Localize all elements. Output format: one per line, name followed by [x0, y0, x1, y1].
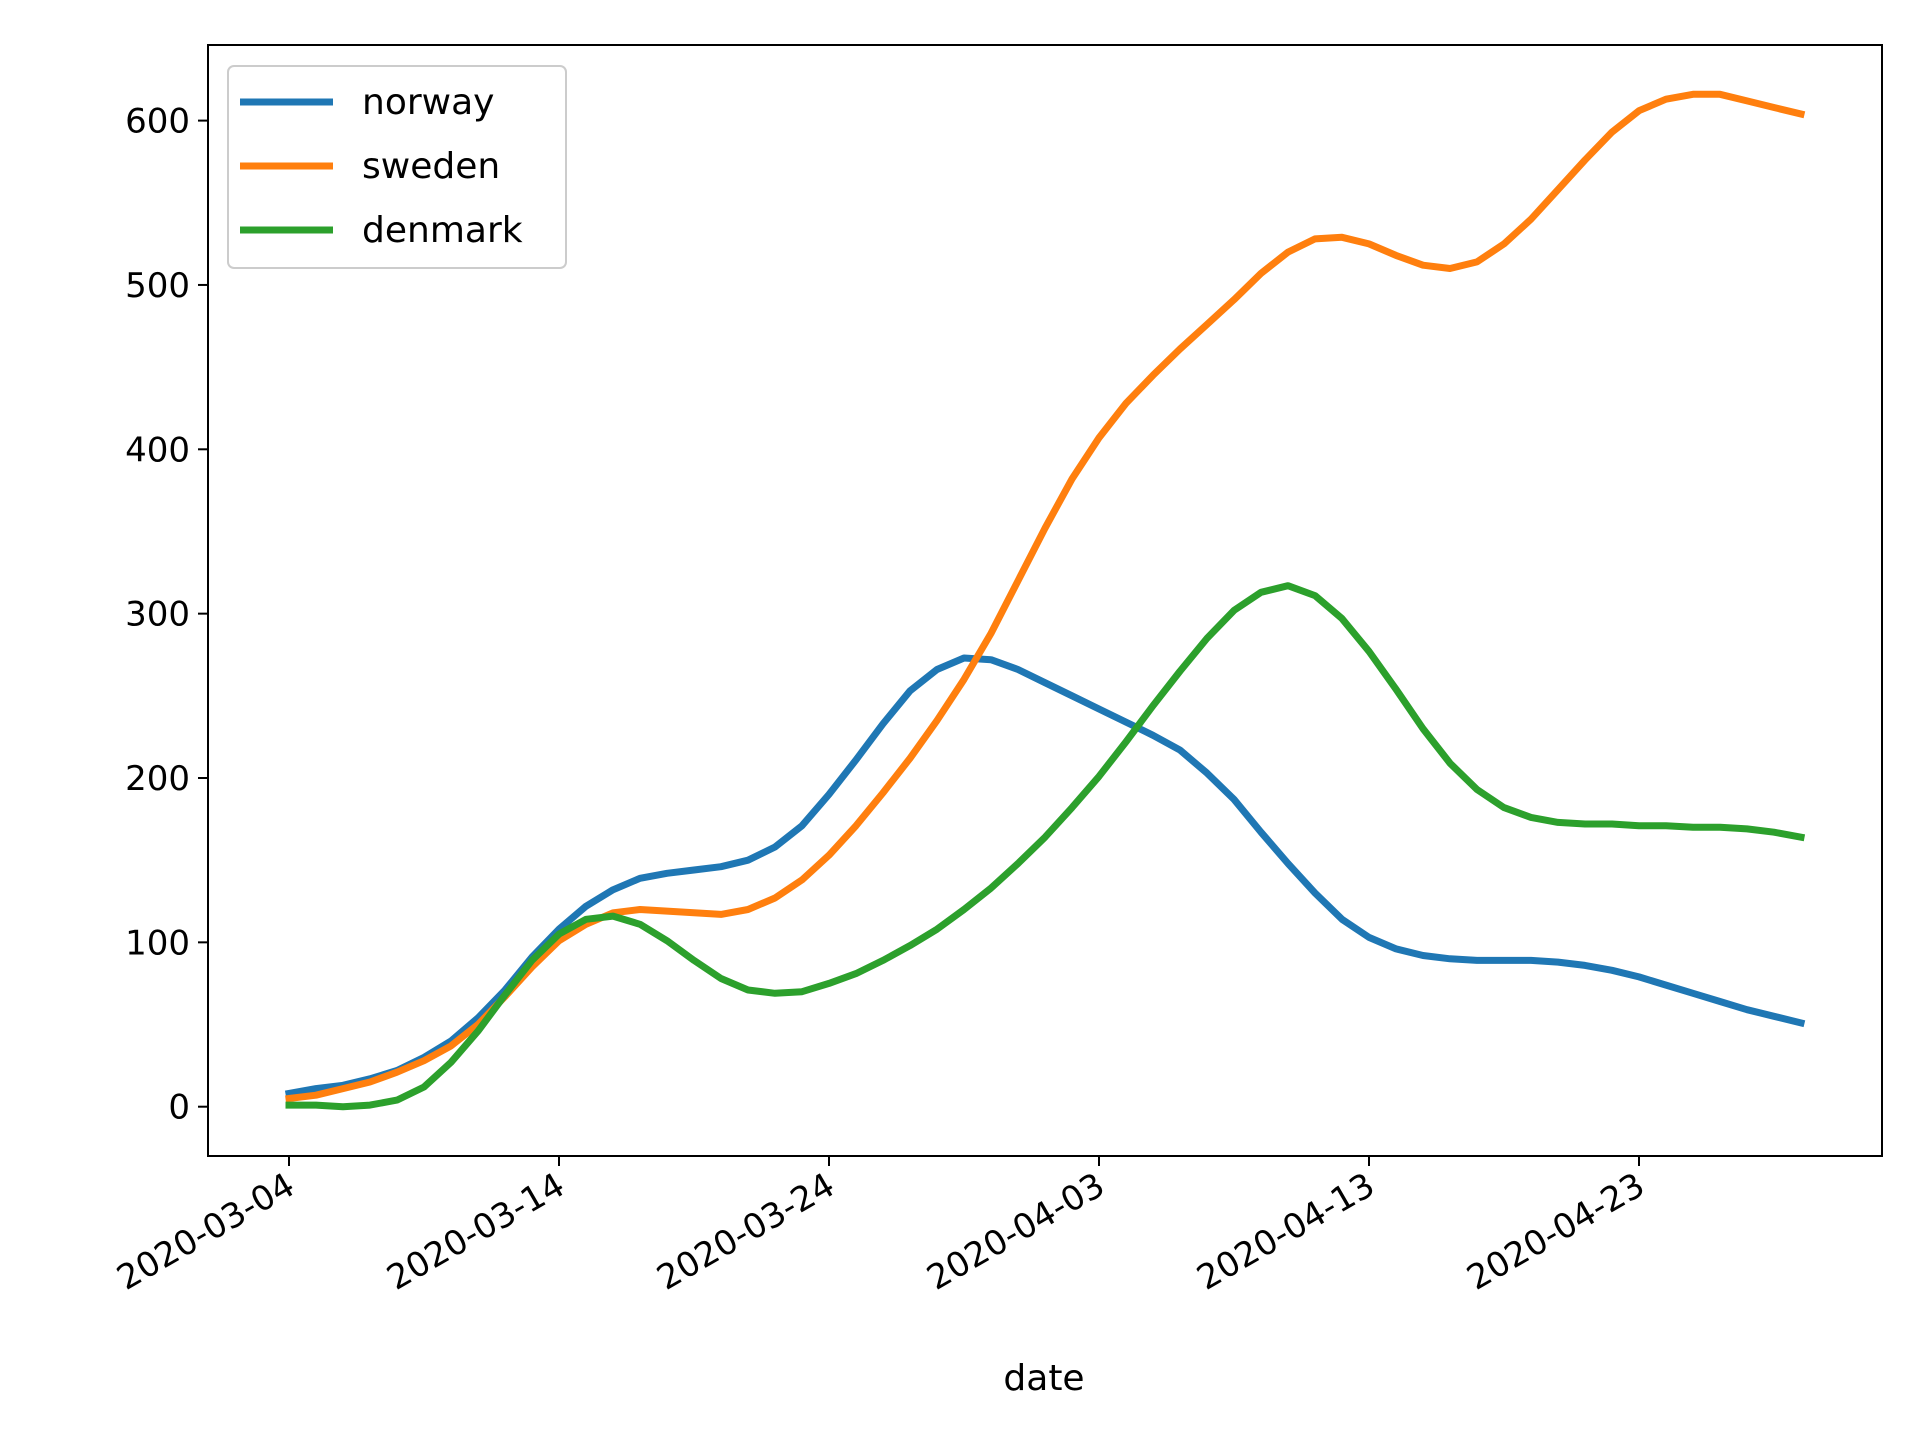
y-tick-label: 600: [125, 102, 190, 142]
y-axis: 0 100 200 300 400 500 600: [125, 102, 208, 1128]
series-layer: [284, 90, 1806, 1111]
y-tick-label: 300: [125, 595, 190, 635]
series-line-denmark: [285, 582, 1806, 1111]
y-tick-label: 0: [168, 1088, 190, 1128]
legend-label-denmark: denmark: [362, 210, 523, 251]
y-tick-label: 200: [125, 759, 190, 799]
y-tick-label: 500: [125, 266, 190, 306]
legend-box: [227, 65, 567, 269]
x-axis-title: date: [1003, 1358, 1084, 1399]
legend-label-sweden: sweden: [362, 146, 500, 187]
y-tick-label: 100: [125, 923, 190, 963]
legend-label-norway: norway: [362, 82, 494, 123]
y-tick-label: 400: [125, 430, 190, 470]
plot-frame: [207, 44, 1883, 1157]
series-line-sweden: [285, 90, 1806, 1103]
legend: norway sweden denmark: [227, 65, 567, 269]
